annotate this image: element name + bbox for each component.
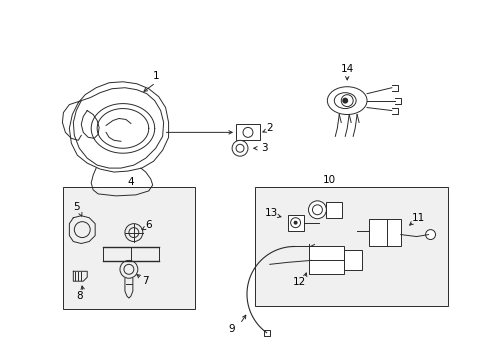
Text: 13: 13	[264, 208, 278, 218]
Bar	[287, 215, 303, 231]
Bar	[325, 202, 342, 218]
Text: 10: 10	[322, 175, 335, 185]
Circle shape	[342, 98, 347, 104]
Circle shape	[308, 201, 325, 219]
Bar	[344, 251, 361, 270]
Ellipse shape	[326, 87, 366, 114]
Circle shape	[293, 221, 297, 225]
Text: 6: 6	[145, 220, 152, 230]
Bar	[236, 125, 259, 140]
Bar	[309, 247, 344, 274]
Bar	[368, 219, 400, 247]
Text: 12: 12	[292, 277, 305, 287]
Text: 4: 4	[127, 177, 134, 187]
Bar	[63, 187, 195, 309]
Text: 14: 14	[340, 64, 353, 74]
Text: 8: 8	[76, 291, 82, 301]
Circle shape	[425, 230, 435, 239]
Text: 9: 9	[228, 324, 235, 334]
Text: 11: 11	[411, 213, 425, 223]
Text: 3: 3	[261, 143, 267, 153]
Text: 2: 2	[266, 123, 273, 134]
Text: 1: 1	[152, 71, 159, 81]
Bar	[254, 187, 447, 306]
Text: 7: 7	[142, 276, 149, 286]
Circle shape	[232, 140, 247, 156]
Text: 5: 5	[73, 202, 80, 212]
